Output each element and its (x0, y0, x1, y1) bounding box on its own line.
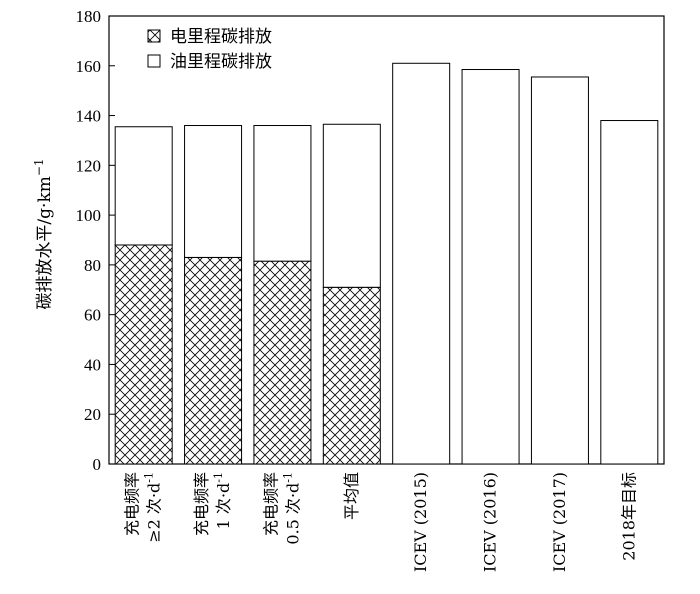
y-tick-label: 0 (93, 455, 102, 474)
y-axis-title-rotated: 碳排放水平/g·km−1 (32, 158, 55, 309)
y-tick-label: 180 (76, 7, 102, 26)
bar-oil-segment (530, 76, 589, 465)
legend-label-oil: 油里程碳排放 (170, 52, 272, 72)
category-label-superscript: -1 (212, 472, 225, 483)
bar-oil-segment (253, 125, 312, 262)
category-label-text: 充电频率 (192, 472, 211, 536)
y-tick-label: 120 (76, 156, 102, 175)
y-axis-title-text: 碳排放水平/g·km−1 (32, 158, 55, 309)
category-label-text: ≥2 次·d-1 (143, 472, 164, 543)
bar-oil-segment (322, 123, 381, 288)
category-label-text: 充电频率 (123, 472, 142, 536)
bar-electric-segment (114, 244, 173, 465)
bar-oil-segment (114, 126, 173, 246)
category-label: ICEV (2017) (550, 472, 569, 572)
y-tick-label: 20 (84, 405, 101, 424)
bar-oil-segment (184, 125, 243, 258)
bar-electric-segment (253, 260, 312, 465)
legend-label-electric: 电里程碳排放 (170, 27, 272, 47)
y-tick-label: 100 (76, 206, 102, 225)
category-label-text: 1 次·d-1 (212, 472, 233, 529)
category-label-text: 0.5 次·d-1 (281, 472, 302, 545)
category-label: ≥2 次·d-1 (143, 472, 164, 543)
legend-swatch-electric (147, 29, 161, 43)
y-tick-label: 160 (76, 57, 102, 76)
category-label: ICEV (2015) (411, 472, 430, 572)
category-label-text: 平均值 (342, 472, 361, 520)
category-label-superscript: -1 (281, 472, 294, 483)
category-label: 充电频率 (192, 472, 211, 536)
category-label-text: 充电频率 (261, 472, 280, 536)
y-axis-title: 碳排放水平/g·km−1 (32, 158, 55, 309)
category-label: ICEV (2016) (481, 472, 500, 572)
category-label-text: 2018年目标 (619, 472, 638, 561)
y-tick-label: 140 (76, 107, 102, 126)
category-label-text: ICEV (2015) (411, 472, 430, 572)
y-tick-label: 80 (84, 256, 101, 275)
category-label: 2018年目标 (619, 472, 638, 561)
y-tick-label: 60 (84, 306, 101, 325)
y-axis-title-superscript: −1 (32, 158, 46, 176)
legend-swatch-oil (147, 54, 161, 68)
bar-oil-segment (600, 120, 659, 465)
bar-electric-segment (322, 286, 381, 465)
category-label: 0.5 次·d-1 (281, 472, 302, 545)
category-label-text: ICEV (2017) (550, 472, 569, 572)
category-label: 充电频率 (123, 472, 142, 536)
category-label: 充电频率 (261, 472, 280, 536)
bar-electric-segment (184, 256, 243, 465)
y-tick-label: 40 (84, 355, 101, 374)
category-label-superscript: -1 (143, 472, 156, 483)
category-label: 1 次·d-1 (212, 472, 233, 529)
bar-oil-segment (461, 69, 520, 465)
category-label-text: ICEV (2016) (481, 472, 500, 572)
category-label: 平均值 (342, 472, 361, 520)
plot-frame (108, 15, 665, 465)
bar-oil-segment (392, 62, 451, 465)
